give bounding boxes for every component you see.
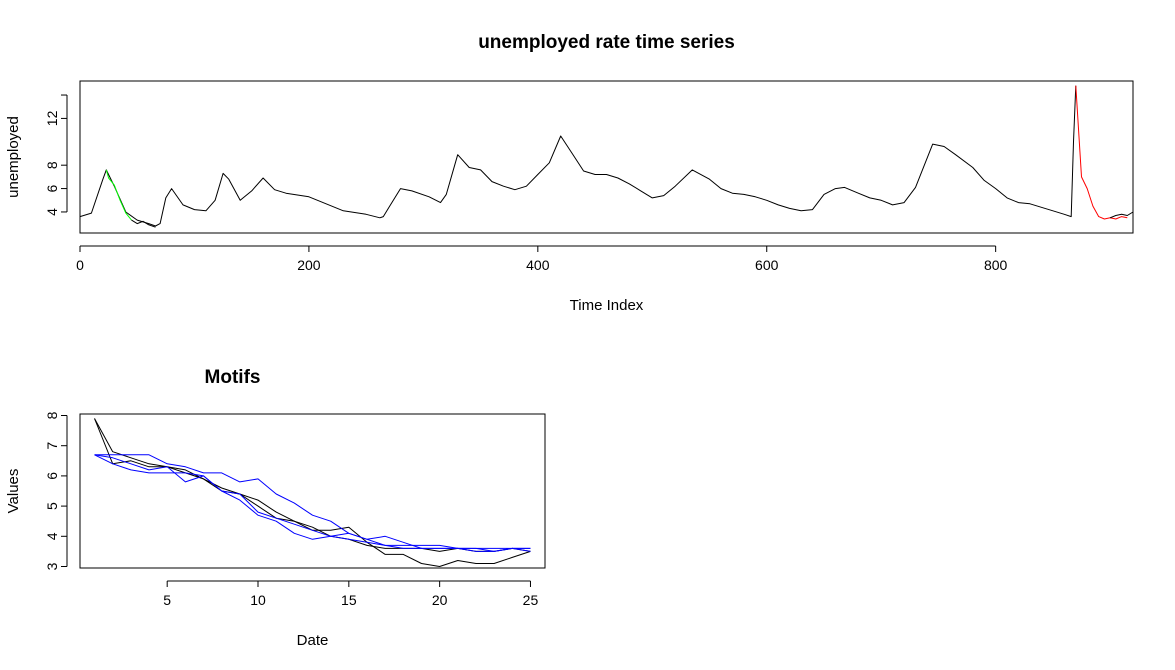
motifs-y-tick-label: 5 bbox=[44, 502, 60, 510]
motifs-y-tick-label: 6 bbox=[44, 472, 60, 480]
motifs-series-line-3 bbox=[94, 454, 531, 552]
main-x-tick-label: 200 bbox=[297, 257, 321, 273]
motifs-series-line-1 bbox=[94, 418, 531, 552]
motifs-y-tick-label: 8 bbox=[44, 411, 60, 419]
main-series-line-1 bbox=[105, 169, 132, 221]
main-x-tick-label: 600 bbox=[755, 257, 779, 273]
motifs-x-tick-label: 25 bbox=[523, 592, 539, 608]
motifs-chart: Motifs Date Values 5 10 15 20 25 3 4 5 6 7 8 bbox=[5, 367, 546, 649]
motifs-y-tick-label: 3 bbox=[44, 562, 60, 570]
main-series-line-0 bbox=[79, 85, 1077, 227]
motifs-x-tick-label: 20 bbox=[432, 592, 448, 608]
motifs-chart-title: Motifs bbox=[205, 367, 261, 388]
main-series-line-3 bbox=[1075, 85, 1128, 220]
main-x-tick-label: 800 bbox=[984, 257, 1008, 273]
motifs-x-axis-label: Date bbox=[297, 632, 329, 649]
main-y-tick-label: 12 bbox=[44, 110, 60, 126]
motifs-y-axis-label: Values bbox=[5, 469, 22, 514]
main-series-line-2 bbox=[131, 219, 156, 228]
motifs-y-tick-label: 7 bbox=[44, 442, 60, 450]
motifs-x-tick-label: 15 bbox=[341, 592, 357, 608]
main-y-tick-label: 4 bbox=[44, 208, 60, 216]
main-y-tick-label: 6 bbox=[44, 184, 60, 192]
main-plot-frame bbox=[79, 80, 1134, 234]
main-y-tick-label: 8 bbox=[44, 161, 60, 169]
motifs-series-line-4 bbox=[94, 454, 531, 549]
motifs-series-line-0 bbox=[94, 418, 531, 567]
motifs-plot-frame bbox=[79, 413, 546, 569]
main-chart-title: unemployed rate time series bbox=[478, 32, 735, 53]
motifs-series-line-2 bbox=[94, 454, 531, 552]
main-x-axis-label: Time Index bbox=[570, 297, 644, 314]
main-x-tick-label: 400 bbox=[526, 257, 550, 273]
main-chart: unemployed rate time series Time Index une… bbox=[5, 32, 1134, 314]
motifs-y-tick-label: 4 bbox=[44, 532, 60, 540]
motifs-x-tick-label: 10 bbox=[250, 592, 266, 608]
main-series-line-4 bbox=[1109, 211, 1134, 219]
motifs-x-tick-label: 5 bbox=[163, 592, 171, 608]
main-y-axis-label: unemployed bbox=[5, 116, 22, 198]
main-x-tick-label: 0 bbox=[76, 257, 84, 273]
